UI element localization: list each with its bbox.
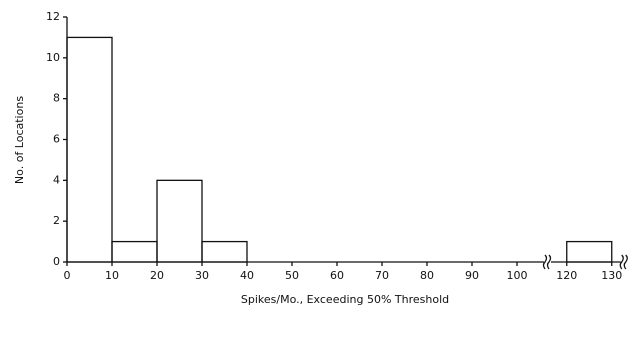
- y-axis-label: No. of Locations: [13, 96, 26, 184]
- y-tick-label: 10: [46, 51, 60, 64]
- axis-break: [619, 254, 624, 270]
- x-tick-label: 30: [195, 269, 209, 282]
- bar: [566, 240, 613, 263]
- x-tick-label: 10: [105, 269, 119, 282]
- x-tick-label: 100: [507, 269, 528, 282]
- bar: [111, 240, 158, 263]
- x-tick-label: 40: [240, 269, 254, 282]
- axis-break: [542, 254, 548, 270]
- y-tick-label: 4: [53, 173, 60, 186]
- y-tick-label: 6: [53, 133, 60, 146]
- x-tick-label: 60: [330, 269, 344, 282]
- x-tick-label: 50: [285, 269, 299, 282]
- x-tick-label: 20: [150, 269, 164, 282]
- x-tick-label: 80: [420, 269, 434, 282]
- x-tick-label: 0: [64, 269, 71, 282]
- y-tick-label: 12: [46, 10, 60, 23]
- bar: [201, 240, 248, 263]
- y-tick-label: 8: [53, 92, 60, 105]
- axis-break: [623, 254, 628, 270]
- bar: [156, 179, 203, 263]
- y-tick-label: 0: [53, 255, 60, 268]
- x-tick-label: 130: [601, 269, 622, 282]
- y-tick-label: 2: [53, 214, 60, 227]
- x-tick-label: 120: [556, 269, 577, 282]
- x-axis-label: Spikes/Mo., Exceeding 50% Threshold: [241, 293, 449, 306]
- axis-break: [546, 254, 552, 270]
- x-tick-label: 90: [465, 269, 479, 282]
- x-tick-label: 70: [375, 269, 389, 282]
- bar: [66, 36, 113, 263]
